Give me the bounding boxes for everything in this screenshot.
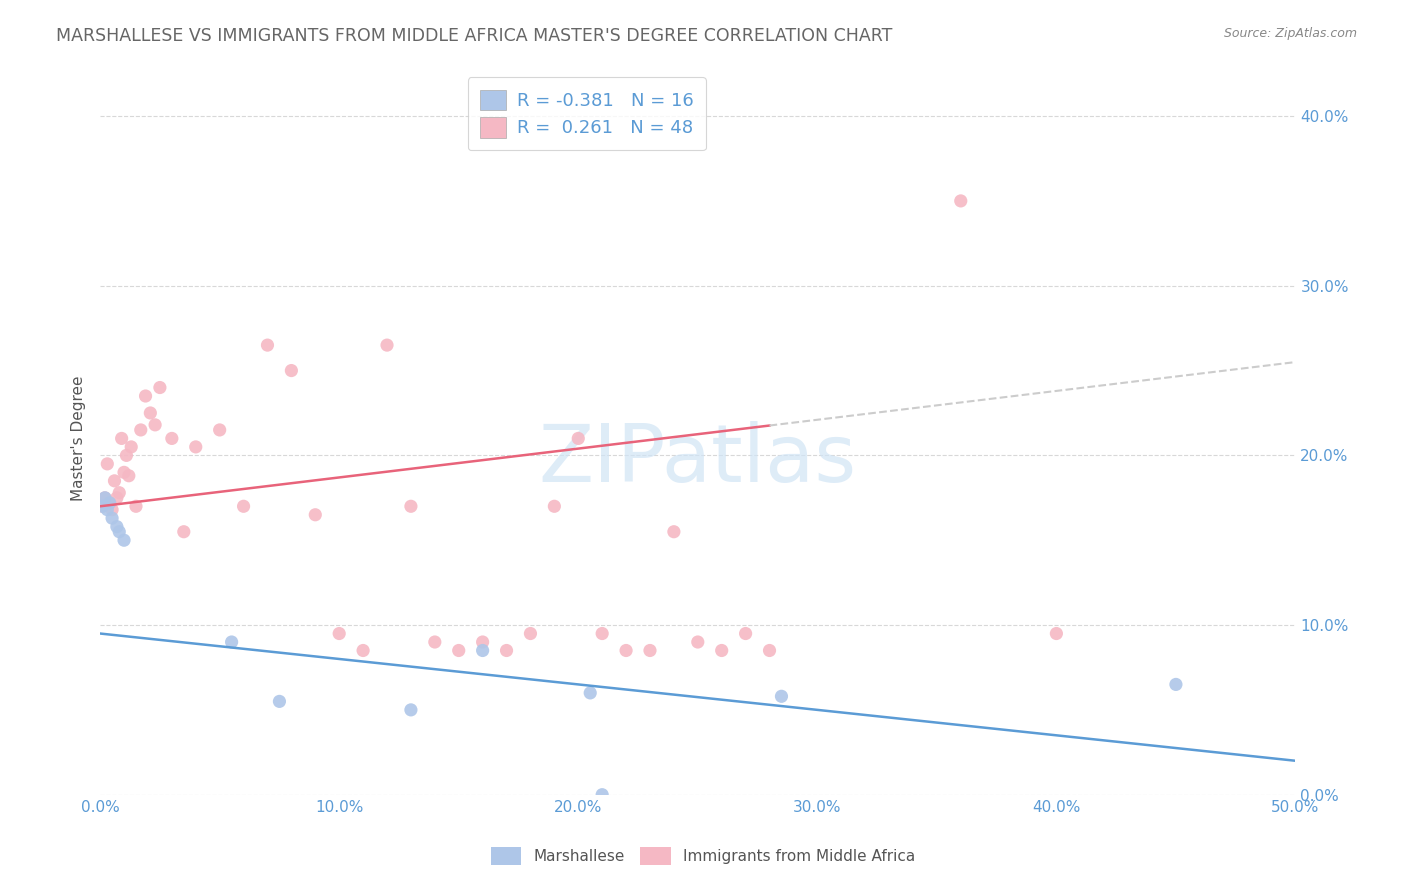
Point xyxy=(734,626,756,640)
Point xyxy=(98,496,121,510)
Legend: Marshallese, Immigrants from Middle Africa: Marshallese, Immigrants from Middle Afri… xyxy=(485,841,921,871)
Point xyxy=(115,449,138,463)
Legend: R = -0.381   N = 16, R =  0.261   N = 48: R = -0.381 N = 16, R = 0.261 N = 48 xyxy=(468,77,706,150)
Text: Source: ZipAtlas.com: Source: ZipAtlas.com xyxy=(1223,27,1357,40)
Point xyxy=(471,635,494,649)
Point xyxy=(94,491,117,505)
Point xyxy=(423,635,446,649)
Point xyxy=(1164,677,1187,691)
Point xyxy=(447,643,470,657)
Y-axis label: Master's Degree: Master's Degree xyxy=(72,376,86,501)
Point xyxy=(108,524,131,539)
Point xyxy=(143,417,166,432)
Point xyxy=(579,686,602,700)
Point xyxy=(232,500,254,514)
Point xyxy=(758,643,780,657)
Point xyxy=(91,500,114,514)
Point xyxy=(208,423,231,437)
Point xyxy=(543,500,565,514)
Point xyxy=(135,389,157,403)
Point xyxy=(567,432,589,446)
Point xyxy=(96,457,118,471)
Point xyxy=(160,432,183,446)
Point xyxy=(105,519,128,533)
Point xyxy=(280,363,302,377)
Point xyxy=(94,491,117,505)
Point xyxy=(269,694,291,708)
Point xyxy=(256,338,278,352)
Point xyxy=(519,626,541,640)
Point xyxy=(662,524,685,539)
Point xyxy=(139,406,162,420)
Point xyxy=(495,643,517,657)
Point xyxy=(399,500,422,514)
Point xyxy=(328,626,350,640)
Point xyxy=(112,533,135,548)
Point xyxy=(105,491,128,505)
Point xyxy=(129,423,152,437)
Point xyxy=(184,440,207,454)
Point xyxy=(149,380,172,394)
Point xyxy=(221,635,243,649)
Point xyxy=(375,338,398,352)
Point xyxy=(1045,626,1067,640)
Point xyxy=(120,440,142,454)
Point xyxy=(770,690,793,704)
Point xyxy=(98,496,121,510)
Point xyxy=(591,626,613,640)
Point xyxy=(352,643,374,657)
Point xyxy=(614,643,637,657)
Text: MARSHALLESE VS IMMIGRANTS FROM MIDDLE AFRICA MASTER'S DEGREE CORRELATION CHART: MARSHALLESE VS IMMIGRANTS FROM MIDDLE AF… xyxy=(56,27,893,45)
Point xyxy=(399,703,422,717)
Point xyxy=(101,511,124,525)
Point xyxy=(118,468,141,483)
Point xyxy=(125,500,148,514)
Point xyxy=(591,788,613,802)
Point xyxy=(112,466,135,480)
Point xyxy=(96,502,118,516)
Text: ZIPatlas: ZIPatlas xyxy=(538,421,856,499)
Point xyxy=(471,643,494,657)
Point xyxy=(686,635,709,649)
Point xyxy=(108,485,131,500)
Point xyxy=(173,524,195,539)
Point xyxy=(103,474,125,488)
Point xyxy=(91,500,114,514)
Point xyxy=(710,643,733,657)
Point xyxy=(304,508,326,522)
Point xyxy=(101,502,124,516)
Point xyxy=(949,194,972,208)
Point xyxy=(111,432,134,446)
Point xyxy=(638,643,661,657)
